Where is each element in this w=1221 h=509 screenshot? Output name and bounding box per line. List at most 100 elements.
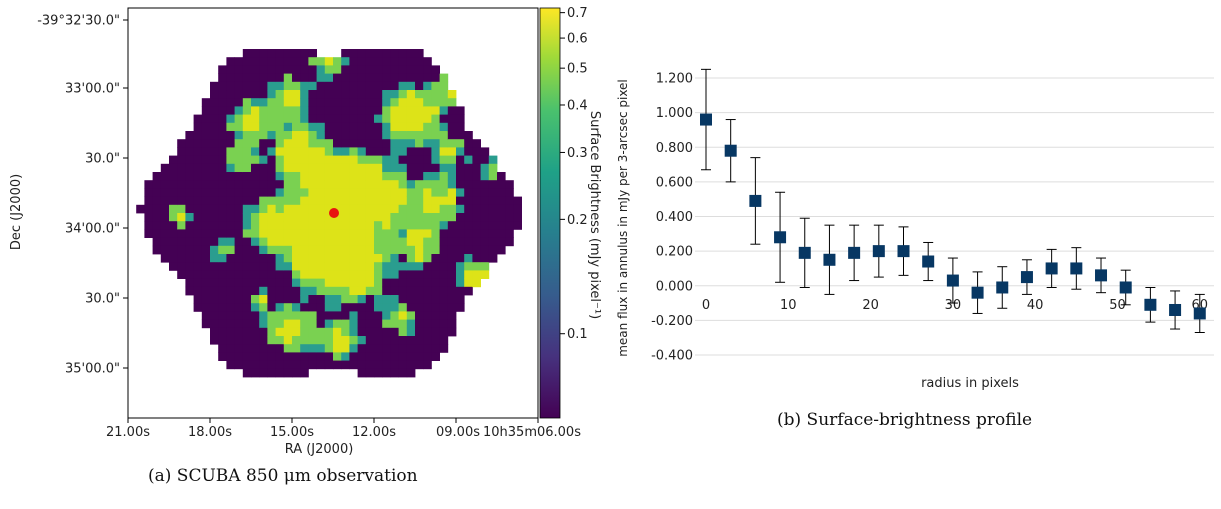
profile-point [1169, 303, 1182, 316]
map-pixel [431, 270, 440, 279]
map-pixel [201, 204, 211, 214]
map-pixel [251, 106, 260, 115]
map-pixel [218, 180, 227, 189]
map-pixel [374, 180, 383, 189]
map-pixel [423, 204, 432, 214]
profile-point [996, 281, 1009, 294]
profile-x-tick-label: 50 [1109, 298, 1126, 313]
map-pixel [488, 237, 498, 247]
map-pixel [365, 98, 375, 107]
map-pixel [447, 327, 457, 337]
map-pixel [415, 122, 424, 132]
map-pixel [341, 106, 350, 115]
map-pixel [316, 180, 326, 189]
map-pixel [292, 163, 301, 173]
map-pixel [472, 229, 481, 238]
colorbar-label: Surface Brightness (mJy pixel⁻¹) [587, 111, 602, 319]
map-y-tick-label: 30.0" [85, 292, 120, 307]
map-pixel [480, 221, 490, 230]
map-pixel [251, 368, 260, 378]
map-pixel [259, 286, 268, 296]
map-pixel [341, 147, 350, 156]
map-pixel [406, 245, 416, 255]
map-pixel [300, 57, 309, 66]
map-pixel [259, 295, 268, 304]
map-pixel [267, 352, 276, 361]
map-pixel [251, 303, 260, 312]
map-pixel [308, 270, 317, 279]
map-pixel [251, 49, 260, 58]
map-pixel [185, 254, 194, 263]
map-pixel [374, 196, 383, 206]
map-pixel [341, 73, 350, 83]
map-pixel [406, 147, 416, 156]
map-pixel [390, 229, 399, 238]
map-pixel [218, 155, 227, 165]
map-pixel [251, 327, 260, 337]
map-pixel [226, 237, 235, 247]
map-pixel [365, 172, 375, 181]
map-pixel [415, 90, 424, 99]
map-x-tick-label: 12.00s [352, 425, 396, 440]
map-pixel [226, 122, 235, 132]
map-pixel [365, 139, 375, 148]
map-pixel [406, 139, 416, 148]
map-pixel [169, 237, 178, 247]
profile-y-tick-label: 0.800 [656, 141, 693, 156]
map-pixel [390, 286, 399, 296]
map-pixel [160, 221, 170, 230]
map-pixel [210, 213, 219, 222]
map-pixel [398, 213, 408, 222]
map-pixel [349, 352, 358, 361]
map-pixel [423, 155, 432, 165]
map-pixel [292, 278, 301, 288]
map-pixel [406, 368, 416, 378]
map-pixel [275, 245, 285, 255]
map-pixel [242, 65, 252, 74]
map-pixel [472, 196, 481, 206]
map-pixel [324, 319, 334, 329]
map-pixel [439, 163, 449, 173]
map-pixel [398, 57, 408, 66]
map-pixel [390, 360, 399, 370]
map-pixel [185, 172, 194, 181]
map-pixel [300, 204, 309, 214]
map-pixel [382, 352, 391, 361]
map-pixel [406, 122, 416, 132]
map-pixel [283, 114, 293, 124]
map-pixel [324, 131, 334, 140]
map-pixel [324, 360, 334, 370]
map-pixel [365, 336, 375, 345]
map-pixel [275, 336, 285, 345]
map-pixel [357, 237, 367, 247]
map-pixel [406, 98, 416, 107]
map-pixel [218, 73, 227, 83]
map-pixel [472, 278, 481, 288]
map-pixel [365, 131, 375, 140]
map-pixel [210, 147, 219, 156]
map-pixel [480, 188, 490, 197]
map-pixel [193, 303, 203, 312]
map-pixel [415, 73, 424, 83]
map-pixel [341, 57, 350, 66]
map-pixel [242, 262, 252, 271]
map-pixel [251, 213, 260, 222]
profile-point [700, 113, 712, 126]
map-pixel [242, 245, 252, 255]
map-pixel [349, 106, 358, 115]
map-pixel [259, 188, 268, 197]
map-pixel [218, 114, 227, 124]
map-pixel [324, 172, 334, 181]
map-pixel [300, 196, 309, 206]
profile-point [897, 245, 910, 258]
map-pixel [431, 114, 440, 124]
map-pixel [177, 254, 186, 263]
map-pixel [300, 278, 309, 288]
map-pixel [423, 270, 432, 279]
map-pixel [398, 262, 408, 271]
map-pixel [316, 155, 326, 165]
map-pixel [439, 81, 449, 91]
map-pixel [292, 57, 301, 66]
map-pixel [456, 172, 465, 181]
map-pixel [218, 270, 227, 279]
